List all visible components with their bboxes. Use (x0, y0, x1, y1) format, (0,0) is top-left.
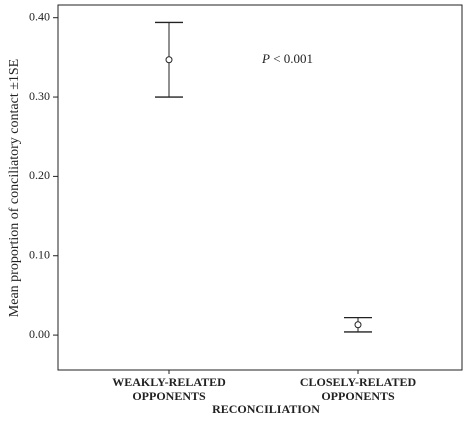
y-tick-label: 0.10 (29, 247, 50, 261)
x-tick-label: WEAKLY-RELATED OPPONENTS (112, 375, 226, 403)
annotation-italic: P (261, 51, 270, 66)
x-axis-label: RECONCILIATION (212, 402, 320, 416)
y-tick-label: 0.00 (29, 327, 50, 341)
y-axis-label: Mean proportion of conciliatory contact … (7, 59, 22, 317)
mean-point (165, 56, 173, 64)
plot-frame (57, 4, 463, 371)
y-tick-label: 0.30 (29, 89, 50, 103)
x-tick-label: CLOSELY-RELATED OPPONENTS (299, 375, 417, 403)
annotation-text: < 0.001 (273, 51, 313, 66)
y-tick-label: 0.40 (29, 9, 50, 23)
y-tick-label: 0.20 (29, 168, 50, 182)
annotation: P < 0.001 (261, 51, 313, 66)
mean-point (354, 321, 362, 329)
